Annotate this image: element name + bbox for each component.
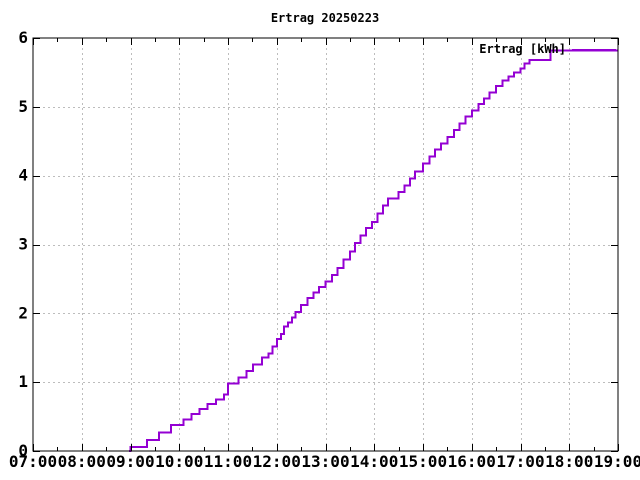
grid-layer [33,38,618,451]
x-tick-label: 19:00 [594,452,640,471]
x-tick-label: 12:00 [253,452,301,471]
ertrag-step-curve [128,49,618,452]
y-tick-label: 6 [18,28,28,47]
x-tick-label: 08:00 [58,452,106,471]
y-tick-label: 4 [18,166,28,185]
x-tick-label: 07:00 [9,452,57,471]
y-tick-label: 0 [18,441,28,460]
x-tick-label: 14:00 [350,452,398,471]
tick-label-layer: 07:00 08:00 09:00 10:00 11:00 12:00 13:00 14:00… [9,28,640,471]
y-tick-label: 3 [18,235,28,254]
curve-layer [128,49,618,452]
chart-title: Ertrag 20250223 [271,11,379,25]
tick-layer [33,38,619,452]
y-tick-label: 5 [18,97,28,116]
x-tick-label: 15:00 [399,452,447,471]
x-tick-label: 17:00 [496,452,544,471]
x-tick-label: 11:00 [204,452,252,471]
legend: Ertrag [kWh] [479,42,616,56]
y-tick-label: 2 [18,303,28,322]
x-tick-label: 10:00 [155,452,203,471]
x-tick-label: 18:00 [545,452,593,471]
plot-border [32,37,619,452]
x-tick-label: 13:00 [301,452,349,471]
x-tick-label: 09:00 [106,452,154,471]
y-tick-label: 1 [18,372,28,391]
x-tick-label: 16:00 [448,452,496,471]
legend-label: Ertrag [kWh] [479,42,566,56]
